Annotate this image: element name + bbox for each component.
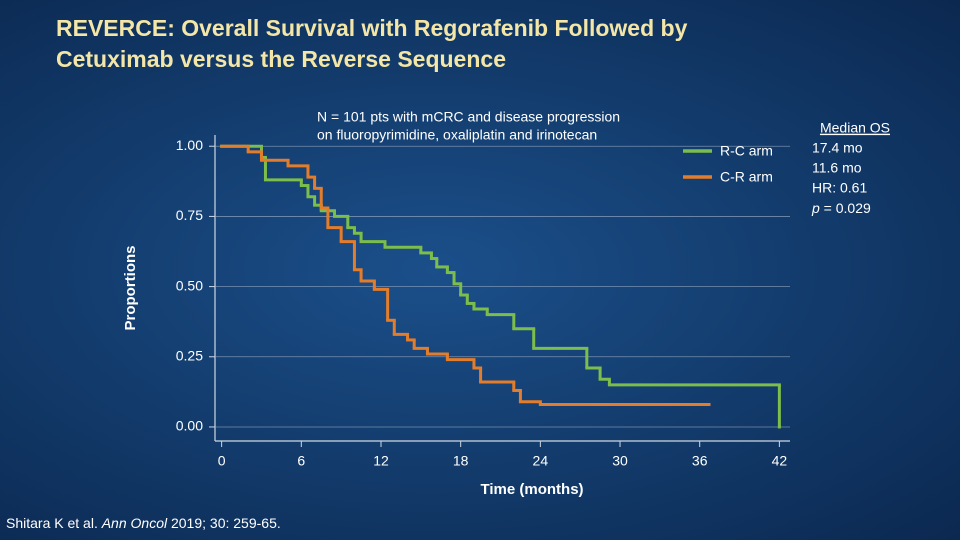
x-tick-label: 18: [453, 453, 469, 469]
x-tick-label: 24: [533, 453, 549, 469]
slide-title: REVERCE: Overall Survival with Regorafen…: [56, 15, 688, 41]
legend-label: R-C arm: [720, 143, 773, 159]
x-axis-label: Time (months): [480, 481, 583, 498]
citation: Shitara K et al. Ann Oncol 2019; 30: 259…: [6, 515, 281, 531]
citation-part: Shitara K et al.: [6, 515, 102, 531]
p-number: = 0.029: [820, 200, 871, 216]
x-tick-label: 12: [373, 453, 389, 469]
annotation: on fluoropyrimidine, oxaliplatin and iri…: [317, 127, 597, 143]
y-axis-label: Proportions: [122, 246, 139, 331]
slide-title: Cetuximab versus the Reverse Sequence: [56, 46, 506, 72]
median-text: 11.6 mo: [812, 160, 862, 176]
x-tick-label: 30: [612, 453, 628, 469]
p-symbol: p: [811, 200, 820, 216]
y-tick-label: 0.00: [176, 418, 203, 434]
median-text: 17.4 mo: [812, 140, 863, 156]
legend-label: C-R arm: [720, 169, 773, 185]
y-tick-label: 0.75: [176, 207, 203, 223]
p-value: p = 0.029: [811, 200, 871, 216]
median-header: Median OS: [820, 120, 890, 136]
citation-part: 2019; 30: 259-65.: [167, 515, 281, 531]
x-tick-label: 0: [218, 453, 226, 469]
annotation: N = 101 pts with mCRC and disease progre…: [317, 109, 620, 125]
y-tick-label: 0.50: [176, 277, 203, 293]
x-tick-label: 42: [772, 453, 788, 469]
y-tick-label: 0.25: [176, 347, 203, 363]
median-text: HR: 0.61: [812, 180, 867, 196]
x-tick-label: 36: [692, 453, 708, 469]
y-tick-label: 1.00: [176, 137, 203, 153]
citation-journal: Ann Oncol: [101, 515, 168, 531]
x-tick-label: 6: [297, 453, 305, 469]
